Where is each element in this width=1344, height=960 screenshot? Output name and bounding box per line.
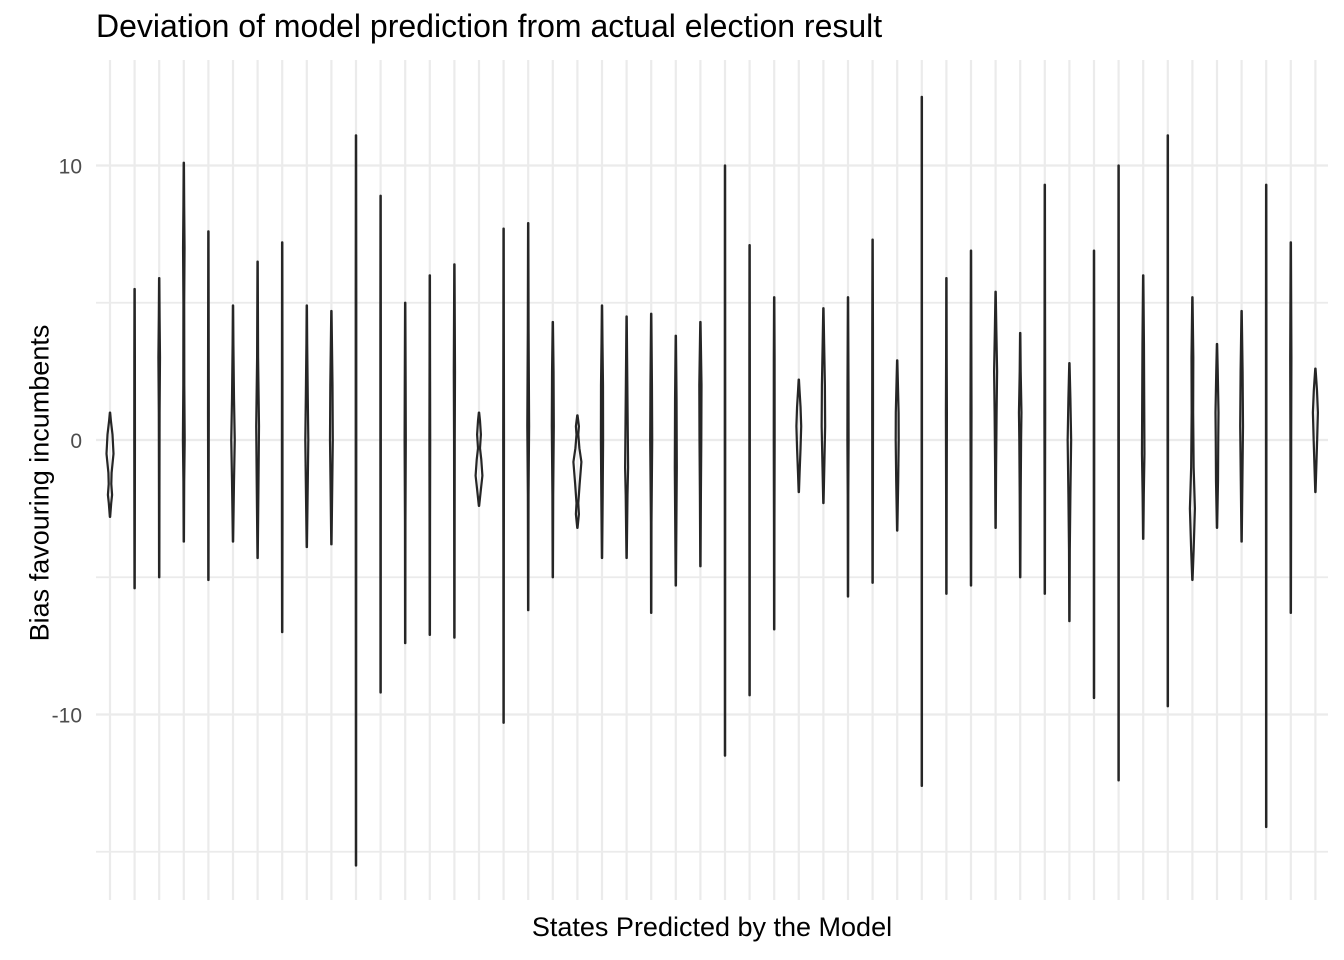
violin-5 xyxy=(206,230,210,582)
violin-18 xyxy=(526,222,531,612)
violin-33 xyxy=(894,359,900,532)
violin-14 xyxy=(428,274,432,636)
violin-20 xyxy=(572,414,583,529)
violin-11 xyxy=(354,134,358,867)
violin-1 xyxy=(105,411,115,518)
violin-35 xyxy=(944,276,948,595)
violin-50 xyxy=(1311,367,1319,494)
violin-16 xyxy=(474,411,484,507)
violin-8 xyxy=(280,241,284,634)
violin-32 xyxy=(871,238,875,584)
violin-27 xyxy=(748,244,751,697)
violin-13 xyxy=(403,301,407,645)
y-tick-label: 10 xyxy=(59,156,82,179)
violin-45 xyxy=(1188,296,1196,582)
violin-21 xyxy=(599,304,605,560)
x-axis-label: States Predicted by the Model xyxy=(531,912,893,942)
violin-38 xyxy=(1017,331,1023,579)
violin-36 xyxy=(969,249,973,587)
violin-23 xyxy=(649,312,654,615)
violin-39 xyxy=(1043,183,1047,595)
violin-30 xyxy=(820,307,827,505)
violin-44 xyxy=(1166,134,1170,708)
violin-15 xyxy=(452,263,457,639)
violin-47 xyxy=(1239,309,1245,543)
violin-12 xyxy=(379,194,382,694)
violin-48 xyxy=(1264,183,1268,829)
violin-6 xyxy=(230,304,236,543)
violin-3 xyxy=(157,276,162,579)
violin-46 xyxy=(1214,342,1220,529)
violin-25 xyxy=(698,320,703,568)
violin-37 xyxy=(993,290,999,529)
violin-22 xyxy=(624,315,630,560)
violin-17 xyxy=(502,227,506,724)
y-tick-label: 0 xyxy=(70,430,82,453)
violin-10 xyxy=(328,309,334,546)
violin-7 xyxy=(255,260,261,560)
violin-9 xyxy=(304,304,310,549)
violin-42 xyxy=(1117,164,1120,782)
violin-24 xyxy=(673,334,678,587)
y-tick-label: -10 xyxy=(52,705,82,728)
chart-title: Deviation of model prediction from actua… xyxy=(96,8,883,44)
violin-29 xyxy=(795,378,803,494)
violin-43 xyxy=(1140,274,1146,540)
violin-41 xyxy=(1092,249,1096,700)
violin-2 xyxy=(133,287,137,590)
violin-40 xyxy=(1066,362,1073,623)
violin-4 xyxy=(181,161,186,543)
violin-28 xyxy=(772,296,776,631)
violin-31 xyxy=(846,296,850,598)
violin-49 xyxy=(1289,241,1293,615)
violin-26 xyxy=(723,164,727,757)
y-axis-label: Bias favouring incumbents xyxy=(24,324,55,642)
violin-19 xyxy=(550,320,555,579)
